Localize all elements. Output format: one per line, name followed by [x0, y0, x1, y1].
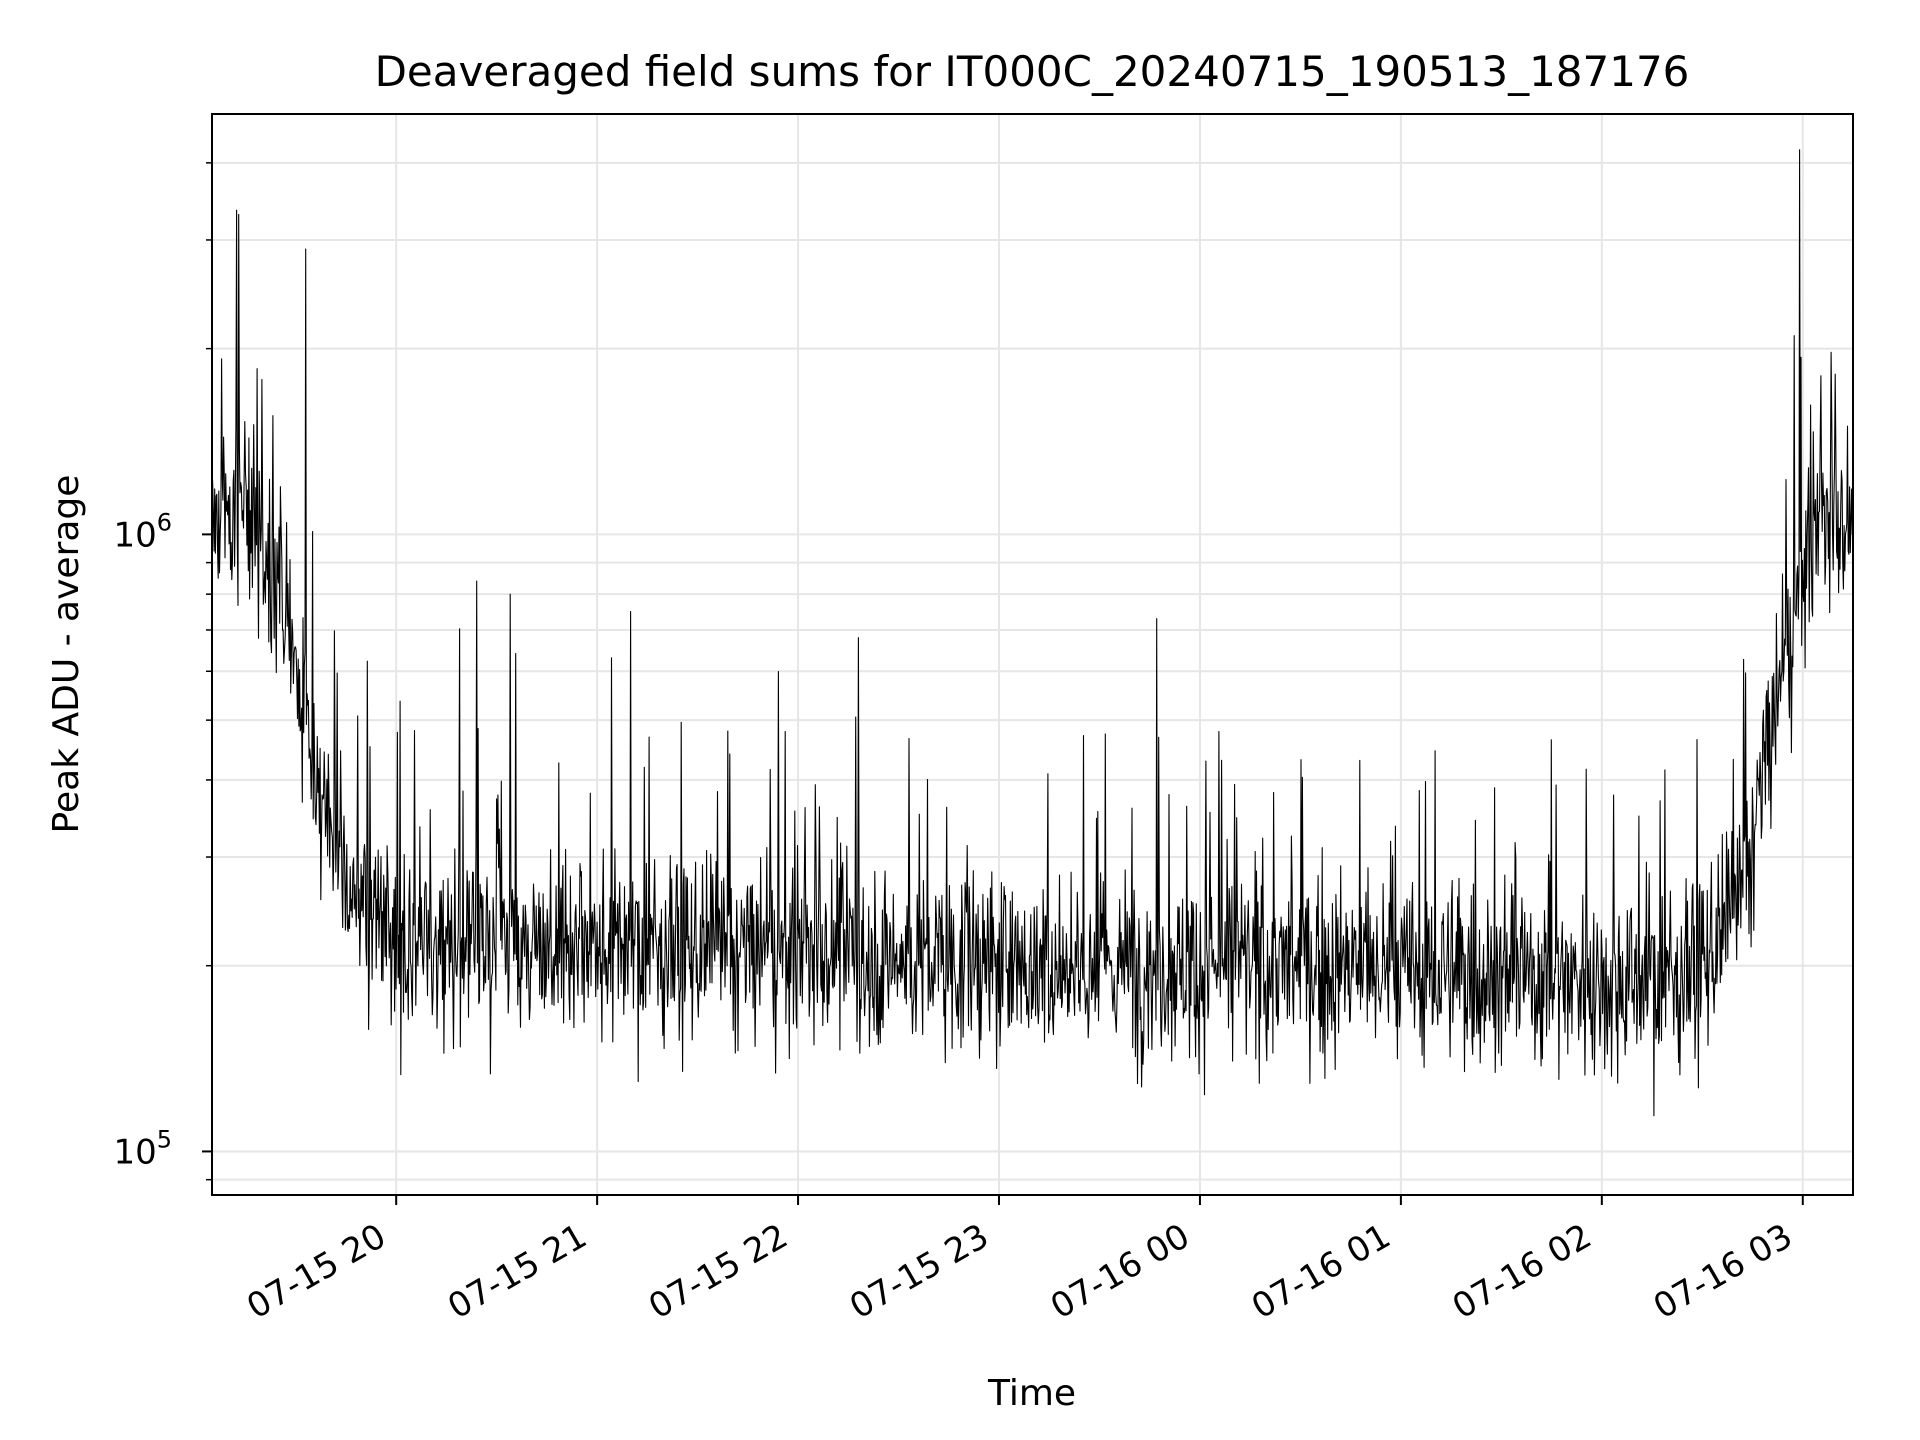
grid-layer	[212, 114, 1853, 1195]
x-axis: 07-15 20 07-15 21 07-15 22 07-15 23 07-16 00…	[240, 1195, 1804, 1327]
x-tick-label: 07-16 00	[1044, 1216, 1196, 1327]
y-tick-label: 105	[113, 1125, 172, 1172]
y-tick-exponent: 5	[157, 1125, 172, 1153]
chart-title: Deaveraged field sums for IT000C_2024071…	[375, 47, 1690, 96]
x-tick-label: 07-16 02	[1446, 1216, 1598, 1327]
y-tick-exponent: 6	[157, 508, 172, 536]
plot-frame	[211, 113, 1854, 1196]
y-tick-label: 106	[113, 508, 172, 555]
data-series-line	[211, 149, 1854, 1117]
x-tick-label: 07-16 03	[1647, 1216, 1799, 1327]
y-tick-base: 10	[113, 1132, 156, 1172]
x-tick-label: 07-15 20	[240, 1216, 392, 1327]
y-axis-label: Peak ADU - average	[46, 475, 87, 834]
x-tick-label: 07-15 21	[441, 1216, 593, 1327]
x-tick-label: 07-16 01	[1245, 1216, 1397, 1327]
x-tick-label: 07-15 23	[843, 1216, 995, 1327]
series-layer	[211, 149, 1854, 1117]
y-tick-base: 10	[113, 515, 156, 555]
x-axis-label: Time	[987, 1373, 1076, 1414]
x-tick-label: 07-15 22	[642, 1216, 794, 1327]
